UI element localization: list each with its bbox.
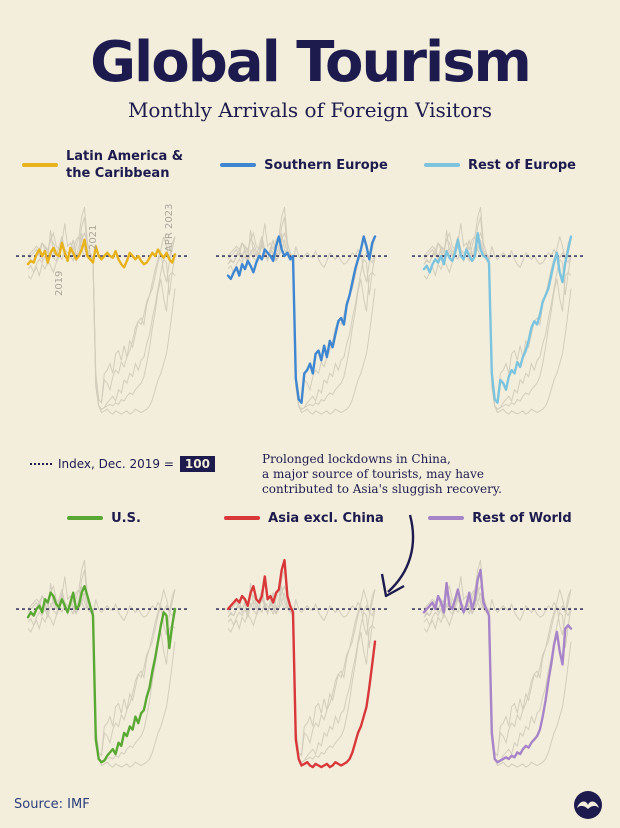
legend-label: Southern Europe (264, 157, 388, 173)
legend-swatch (220, 163, 257, 167)
ghost-series-line (423, 216, 572, 410)
legend-label: Rest of World (472, 510, 572, 526)
line-chart (216, 206, 387, 415)
panel-southern-europe: Southern Europe (214, 145, 394, 415)
legend-label: Latin America & the Caribbean (66, 149, 184, 181)
ghost-series-line (27, 236, 176, 404)
panel-u-s: U.S. (14, 498, 194, 768)
legend-swatch (428, 516, 465, 520)
legend-label: U.S. (111, 510, 141, 526)
legend-entry: Asia excl. China (214, 498, 394, 538)
index-legend-value: 100 (179, 456, 215, 472)
series-line-latin-america-the-caribbean (26, 238, 177, 269)
index-legend: Index, Dec. 2019 = 100 (30, 456, 215, 472)
ghost-series-line (227, 216, 376, 410)
legend-entry: Rest of World (410, 498, 590, 538)
line-chart (16, 559, 187, 768)
annotation-line: Prolonged lockdowns in China, (262, 452, 451, 466)
panel-rest-of-world: Rest of World (410, 498, 590, 768)
series-line-asia-excl-china (226, 558, 377, 769)
line-chart (216, 558, 387, 769)
legend-label: Asia excl. China (268, 510, 384, 526)
legend-entry: U.S. (14, 498, 194, 538)
ghost-series-line (423, 236, 572, 404)
annotation-arrow-icon (380, 514, 415, 598)
panel-asia-excl-china: Asia excl. China (214, 498, 394, 769)
legend-swatch (423, 163, 460, 167)
series-line-southern-europe (226, 235, 377, 404)
ghost-series-line (227, 589, 376, 757)
panel-rest-of-europe: Rest of Europe (410, 145, 590, 415)
china-annotation: Prolonged lockdowns in China, a major so… (262, 452, 562, 497)
ghost-series-line (227, 569, 376, 763)
legend-entry: Southern Europe (214, 145, 394, 185)
brand-logo-icon (574, 791, 602, 819)
page-title: Global Tourism (90, 30, 532, 95)
ghost-series-line (27, 559, 176, 768)
ghost-series-line (27, 216, 176, 410)
legend-label: Rest of Europe (467, 157, 577, 173)
legend-entry: Latin America & the Caribbean (14, 145, 194, 185)
series-line-rest-of-world (422, 568, 573, 764)
line-chart (412, 559, 583, 768)
legend-swatch (224, 516, 261, 520)
source-note: Source: IMF (14, 797, 90, 812)
index-legend-text: Index, Dec. 2019 = (58, 457, 174, 471)
index-dotted-line-icon (30, 463, 52, 465)
legend-swatch (67, 516, 104, 520)
ghost-series-line (27, 206, 176, 415)
series-line-u-s (26, 585, 177, 764)
annotation-line: contributed to Asia's sluggish recovery. (262, 482, 502, 496)
series-line-rest-of-europe (422, 232, 573, 404)
date-tick-label: 2021 (88, 225, 99, 250)
ghost-series-line (227, 206, 376, 415)
date-tick-label: 2019 (54, 271, 65, 296)
legend-swatch (22, 163, 58, 167)
annotation-line: a major source of tourists, may have (262, 467, 484, 481)
line-chart (412, 206, 583, 415)
date-tick-label: APR 2023 (164, 204, 175, 252)
line-chart: 2019 2021 APR 2023 (16, 204, 187, 415)
page-subtitle: Monthly Arrivals of Foreign Visitors (127, 98, 493, 122)
panel-latin-america-the-caribbean: Latin America & the Caribbean 2019 2021 APR… (14, 145, 194, 415)
ghost-series-line (423, 206, 572, 415)
legend-entry: Rest of Europe (410, 145, 590, 185)
